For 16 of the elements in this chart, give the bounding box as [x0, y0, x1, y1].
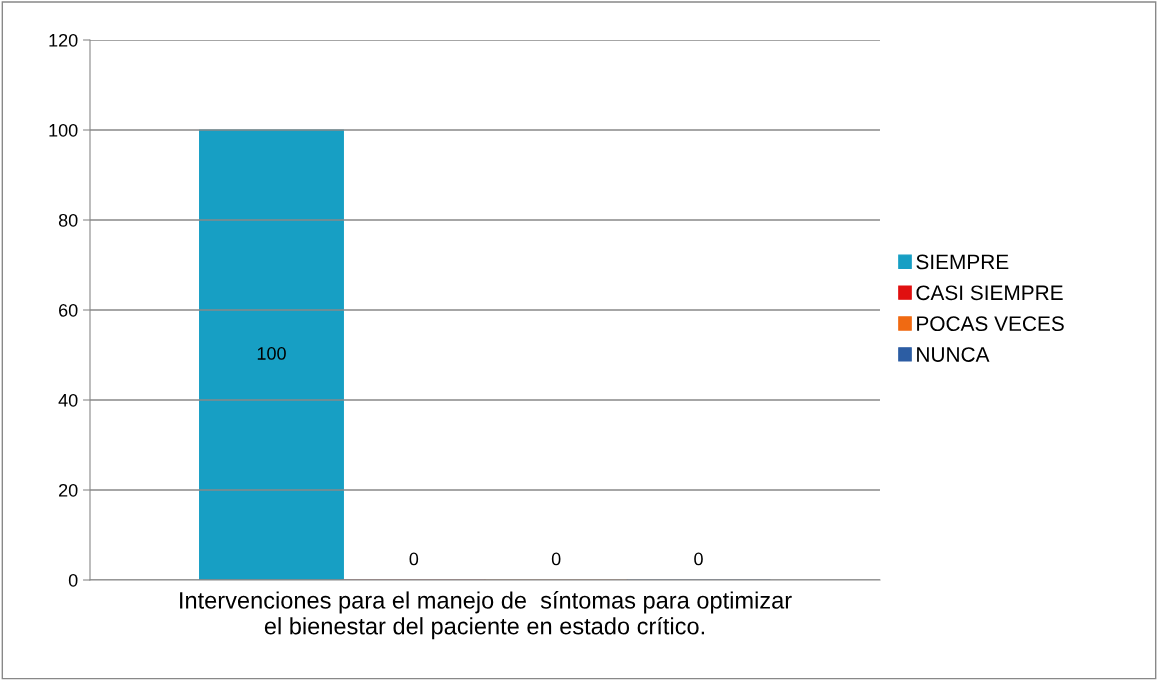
- data-label: 100: [257, 347, 286, 360]
- y-tick-label: 80: [58, 213, 78, 227]
- y-tick-label: 60: [59, 303, 78, 317]
- y-tick-label: 120: [49, 33, 78, 47]
- y-tick-label: 0: [68, 573, 78, 587]
- data-label: 0: [694, 552, 703, 566]
- legend-label: SIEMPRE: [916, 254, 1009, 270]
- x-tick-label: Intervenciones para el manejo de síntomas para optimizar el bienestar del paciente en estado crítico.: [180, 591, 792, 640]
- legend-label: NUNCA: [917, 347, 990, 362]
- legend-label: CASI SIEMPRE: [916, 285, 1063, 301]
- y-tick-label: 20: [59, 483, 78, 497]
- data-label: 0: [551, 552, 561, 566]
- y-tick-label: 100: [49, 123, 78, 137]
- legend-label: POCAS VECES: [917, 316, 1064, 332]
- y-tick-label: 40: [58, 393, 78, 407]
- data-label: 0: [409, 552, 419, 566]
